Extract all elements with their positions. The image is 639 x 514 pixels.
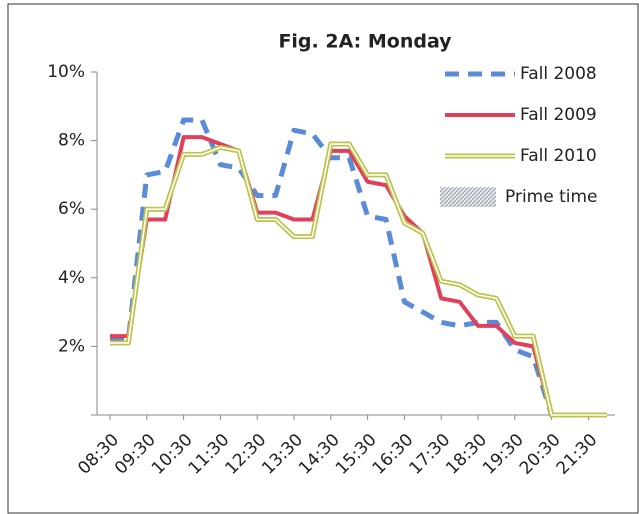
x-tick-label: 10:30 <box>148 430 197 479</box>
legend-swatch <box>440 187 496 207</box>
x-tick-label: 17:30 <box>405 430 454 479</box>
x-tick-label: 09:30 <box>111 430 160 479</box>
y-tick-label: 2% <box>58 336 85 356</box>
x-tick-label: 14:30 <box>295 430 344 479</box>
series-line <box>110 117 607 418</box>
frame <box>7 3 639 514</box>
x-tick-label: 16:30 <box>369 430 418 479</box>
x-tick-label: 15:30 <box>332 430 381 479</box>
x-tick-label: 18:30 <box>442 430 491 479</box>
legend-label: Fall 2009 <box>520 105 597 125</box>
y-tick-label: 6% <box>58 199 85 219</box>
legend-label: Prime time <box>505 187 598 207</box>
series-line <box>110 135 607 417</box>
x-tick-label: 08:30 <box>74 430 123 479</box>
chart-title: Fig. 2A: Monday <box>278 31 452 53</box>
series-line-inner <box>110 143 607 416</box>
legend-label: Fall 2008 <box>520 64 597 84</box>
y-tick-label: 8% <box>58 131 85 151</box>
x-tick-label: 19:30 <box>479 430 528 479</box>
legend-label: Fall 2010 <box>520 146 597 166</box>
y-tick-label: 10% <box>47 62 85 82</box>
x-tick-label: 20:30 <box>516 430 565 479</box>
x-tick-label: 11:30 <box>185 430 234 479</box>
x-tick-label: 13:30 <box>258 430 307 479</box>
y-tick-label: 4% <box>58 268 85 288</box>
x-tick-label: 12:30 <box>221 430 270 479</box>
x-tick-label: 21:30 <box>553 430 602 479</box>
